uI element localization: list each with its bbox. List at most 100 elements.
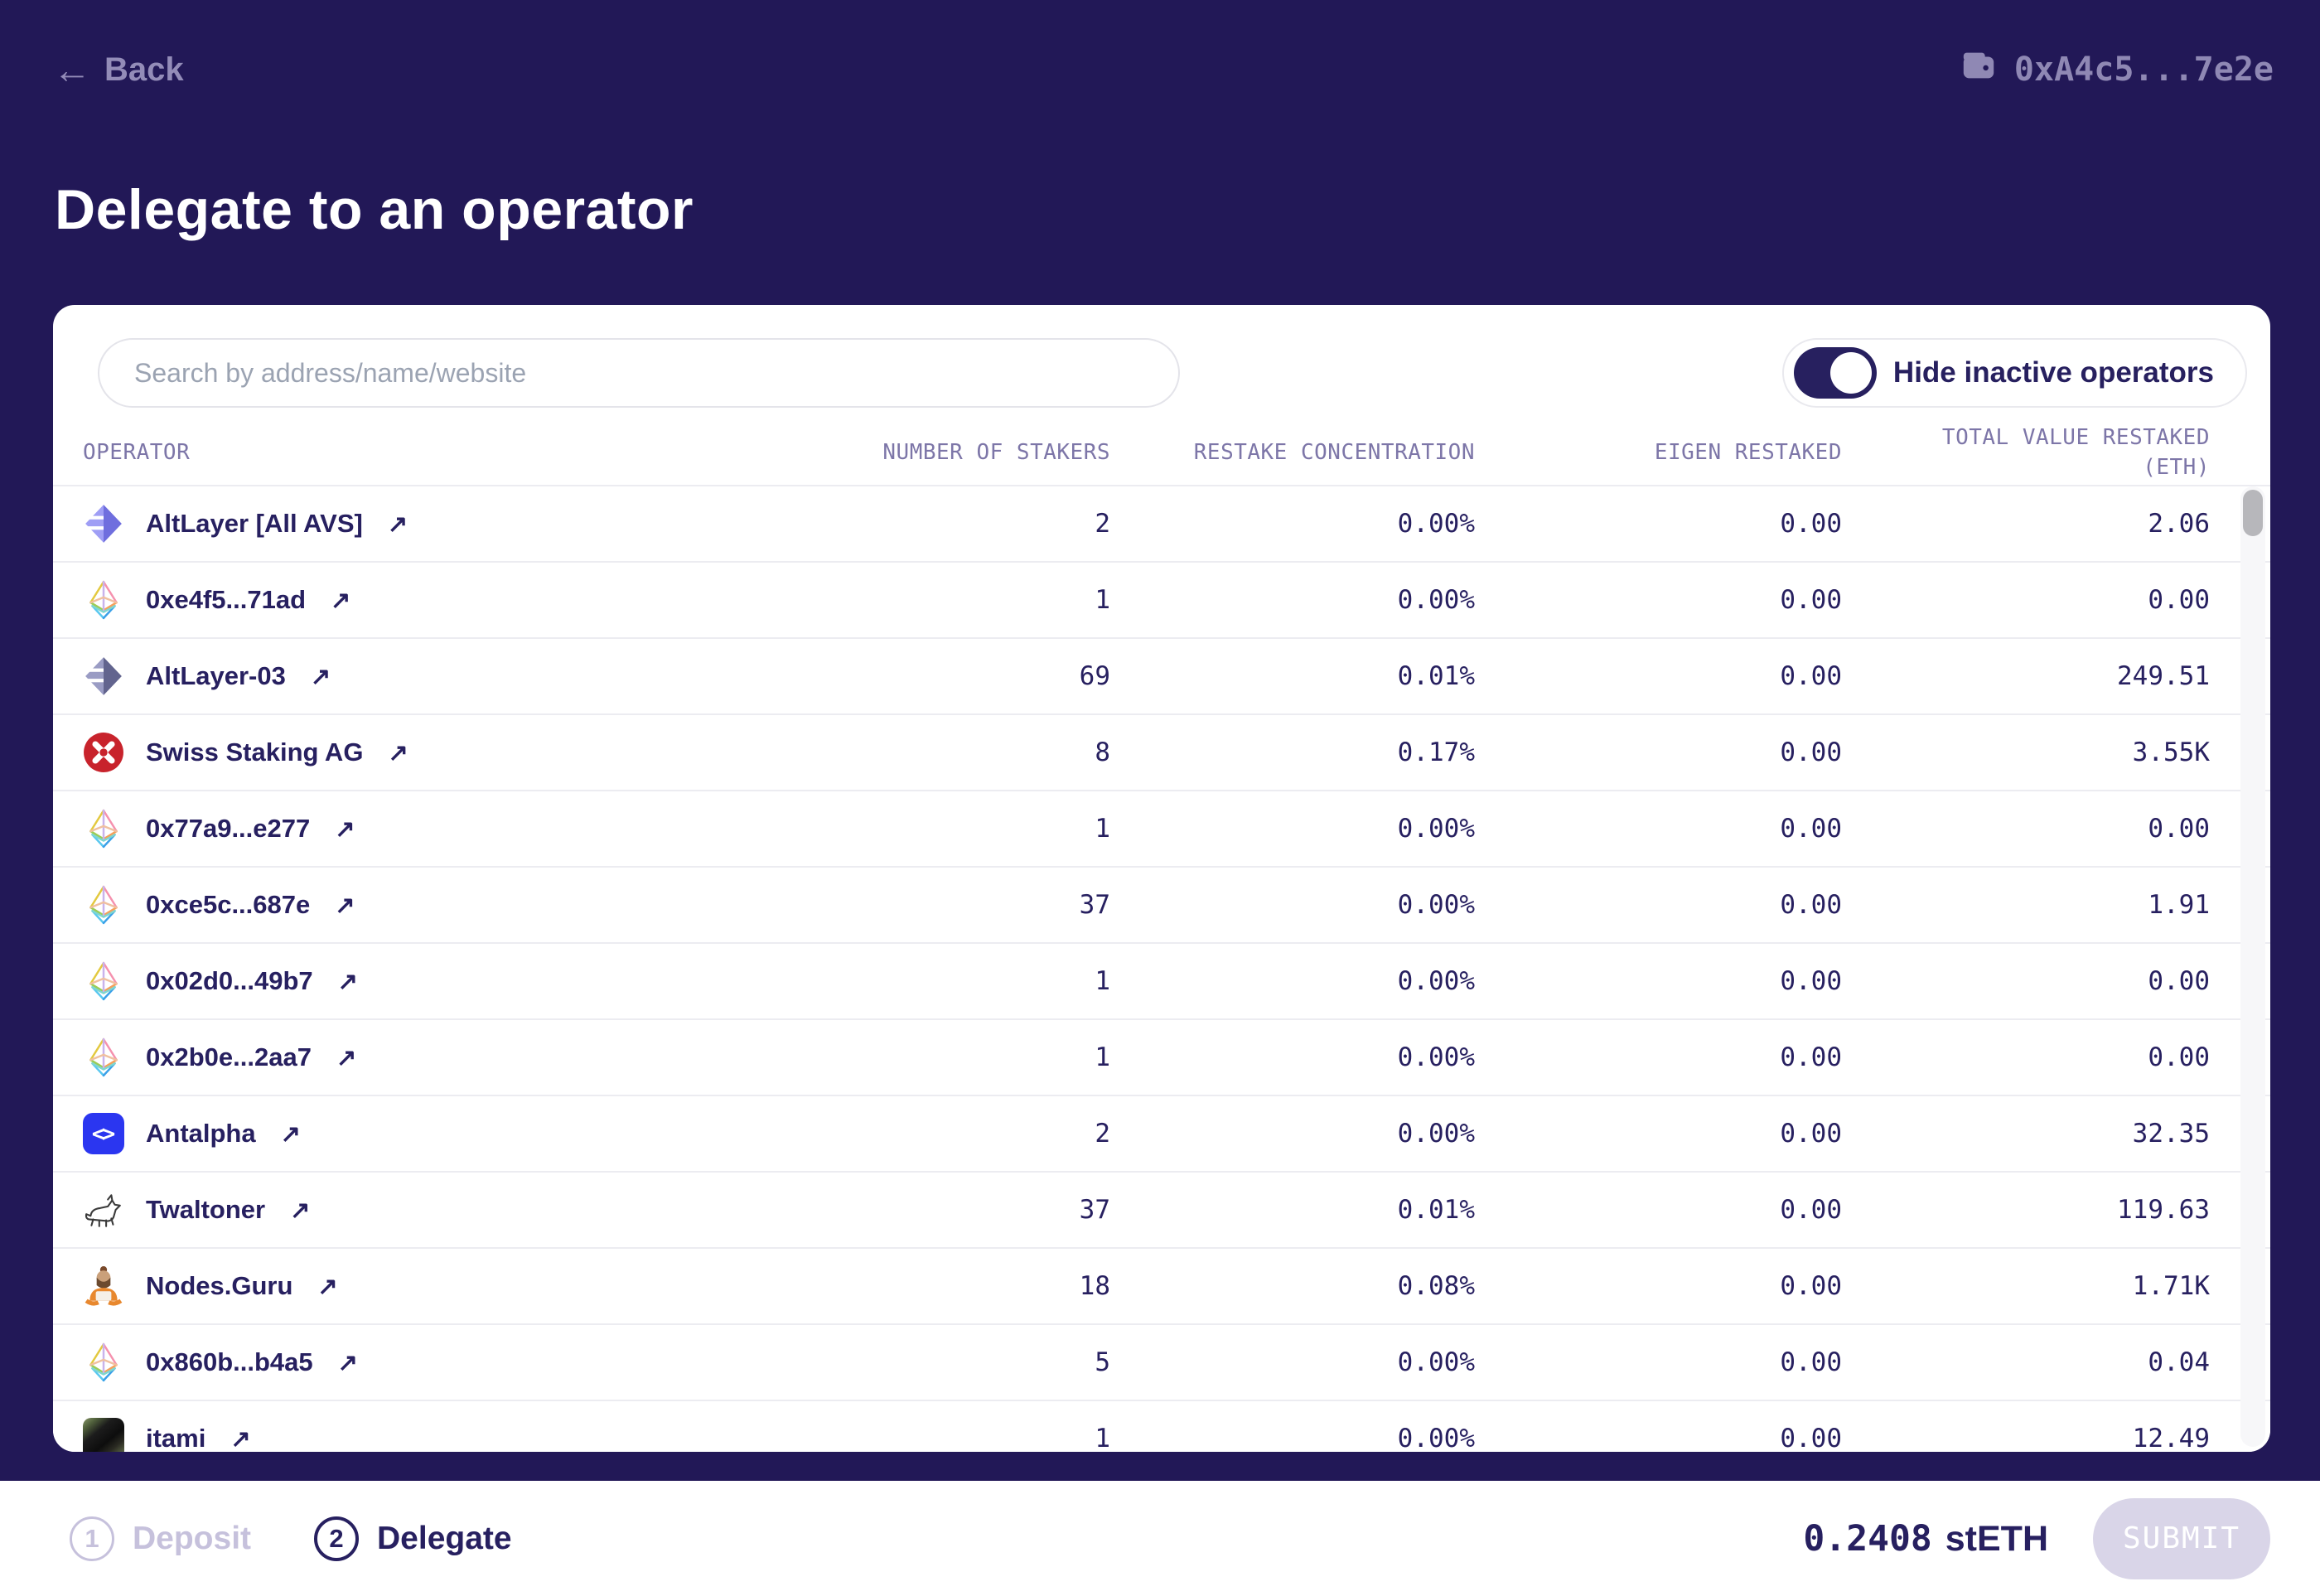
submit-button[interactable]: SUBMIT (2093, 1497, 2270, 1579)
external-link-icon[interactable]: ↗ (335, 892, 355, 919)
wallet-icon (1960, 46, 1998, 93)
operator-icon (83, 1037, 124, 1078)
balance-amount: 0.2408 stETH (1803, 1518, 2048, 1560)
total-value: 1.71K (2132, 1271, 2210, 1301)
eigen-value: 0.00 (1780, 1195, 1842, 1225)
operator-panel: Hide inactive operators OPERATOR NUMBER … (53, 305, 2270, 1452)
back-label: Back (104, 51, 184, 88)
table-row[interactable]: 0x77a9...e277 ↗ 1 0.00% 0.00 0.00 (53, 791, 2270, 868)
operator-icon (83, 884, 124, 926)
total-value: 32.35 (2132, 1119, 2210, 1149)
external-link-icon[interactable]: ↗ (290, 1197, 311, 1224)
step-2-label: Delegate (377, 1520, 512, 1556)
operator-name: 0xe4f5...71ad (146, 585, 307, 614)
eigen-value: 0.00 (1780, 966, 1842, 996)
search-input[interactable] (98, 338, 1180, 408)
operator-icon (83, 1418, 124, 1452)
step-deposit[interactable]: 1 Deposit (70, 1516, 251, 1561)
operator-icon (83, 1189, 124, 1231)
concentration-value: 0.17% (1397, 738, 1475, 767)
operator-name: Antalpha (146, 1119, 256, 1148)
total-value: 0.00 (2148, 1042, 2210, 1072)
toggle-label: Hide inactive operators (1892, 356, 2214, 389)
table-row[interactable]: 0x02d0...49b7 ↗ 1 0.00% 0.00 0.00 (53, 944, 2270, 1020)
total-value: 12.49 (2132, 1424, 2210, 1452)
concentration-value: 0.00% (1397, 1119, 1475, 1149)
operator-name: 0x2b0e...2aa7 (146, 1042, 312, 1071)
ethereum-logo-icon (89, 1037, 118, 1077)
external-link-icon[interactable]: ↗ (331, 587, 351, 614)
operator-icon (83, 960, 124, 1002)
back-button[interactable]: ← Back (53, 51, 184, 89)
scrollbar[interactable] (2240, 486, 2265, 1447)
operator-icon (83, 579, 124, 621)
total-value: 0.00 (2148, 814, 2210, 844)
table-row[interactable]: Swiss Staking AG ↗ 8 0.17% 0.00 3.55K (53, 715, 2270, 791)
toggle-switch[interactable] (1793, 347, 1877, 399)
guru-avatar-icon (85, 1266, 123, 1306)
table-row[interactable]: AltLayer-03 ↗ 69 0.01% 0.00 249.51 (53, 639, 2270, 715)
ethereum-logo-icon (89, 580, 118, 620)
concentration-value: 0.01% (1397, 661, 1475, 691)
table-row[interactable]: 0xce5c...687e ↗ 37 0.00% 0.00 1.91 (53, 868, 2270, 944)
external-link-icon[interactable]: ↗ (280, 1120, 301, 1148)
external-link-icon[interactable]: ↗ (337, 1349, 358, 1376)
table-row[interactable]: 0xe4f5...71ad ↗ 1 0.00% 0.00 0.00 (53, 563, 2270, 639)
eigen-value: 0.00 (1780, 890, 1842, 920)
table-row[interactable]: 0x860b...b4a5 ↗ 5 0.00% 0.00 0.04 (53, 1325, 2270, 1401)
stakers-value: 37 (1079, 1195, 1110, 1225)
eigen-value: 0.00 (1780, 1271, 1842, 1301)
external-link-icon[interactable]: ↗ (388, 739, 408, 767)
ethereum-logo-icon (89, 885, 118, 925)
total-value: 0.04 (2148, 1347, 2210, 1377)
stakers-value: 5 (1095, 1347, 1110, 1377)
ethereum-logo-icon (89, 961, 118, 1001)
stakers-value: 1 (1095, 585, 1110, 615)
operator-icon (83, 732, 124, 773)
stakers-value: 37 (1079, 890, 1110, 920)
external-link-icon[interactable]: ↗ (387, 510, 408, 538)
operator-name: itami (146, 1424, 206, 1452)
eigen-value: 0.00 (1780, 1042, 1842, 1072)
external-link-icon[interactable]: ↗ (337, 968, 358, 995)
operator-name: Twaltoner (146, 1195, 266, 1224)
table-row[interactable]: 0x2b0e...2aa7 ↗ 1 0.00% 0.00 0.00 (53, 1020, 2270, 1096)
stakers-value: 1 (1095, 1042, 1110, 1072)
operator-icon (83, 808, 124, 849)
operator-table-body: AltLayer [All AVS] ↗ 2 0.00% 0.00 2.06 0… (53, 485, 2270, 1452)
stakers-value: 1 (1095, 966, 1110, 996)
external-link-icon[interactable]: ↗ (317, 1273, 338, 1300)
balance-value: 0.2408 (1803, 1517, 1932, 1560)
total-value: 0.00 (2148, 966, 2210, 996)
total-value: 3.55K (2132, 738, 2210, 767)
photo-avatar-icon (83, 1418, 124, 1452)
table-row[interactable]: Twaltoner ↗ 37 0.01% 0.00 119.63 (53, 1173, 2270, 1249)
concentration-value: 0.00% (1397, 890, 1475, 920)
external-link-icon[interactable]: ↗ (230, 1425, 251, 1453)
stakers-value: 69 (1079, 661, 1110, 691)
external-link-icon[interactable]: ↗ (335, 815, 355, 843)
table-row[interactable]: <> Antalpha ↗ 2 0.00% 0.00 32.35 (53, 1096, 2270, 1173)
wallet-chip[interactable]: 0xA4c5...7e2e (1960, 46, 2274, 93)
table-row[interactable]: Nodes.Guru ↗ 18 0.08% 0.00 1.71K (53, 1249, 2270, 1325)
operator-name: 0x77a9...e277 (146, 814, 311, 843)
external-link-icon[interactable]: ↗ (336, 1044, 357, 1071)
total-value: 249.51 (2117, 661, 2210, 691)
stakers-value: 1 (1095, 814, 1110, 844)
table-row[interactable]: AltLayer [All AVS] ↗ 2 0.00% 0.00 2.06 (53, 486, 2270, 563)
scrollbar-thumb[interactable] (2243, 490, 2263, 536)
step-1-circle: 1 (70, 1516, 114, 1561)
concentration-value: 0.00% (1397, 1347, 1475, 1377)
step-indicator: 1 Deposit 2 Delegate (70, 1516, 512, 1561)
ethereum-logo-icon (89, 809, 118, 849)
concentration-value: 0.01% (1397, 1195, 1475, 1225)
operator-name: AltLayer-03 (146, 661, 286, 690)
hide-inactive-toggle[interactable]: Hide inactive operators (1781, 338, 2247, 408)
stakers-value: 2 (1095, 1119, 1110, 1149)
step-delegate[interactable]: 2 Delegate (314, 1516, 512, 1561)
altlayer-logo-icon (85, 505, 122, 543)
table-row[interactable]: itami ↗ 1 0.00% 0.00 12.49 (53, 1401, 2270, 1452)
external-link-icon[interactable]: ↗ (310, 663, 331, 690)
concentration-value: 0.00% (1397, 1042, 1475, 1072)
column-header-concentration: RESTAKE CONCENTRATION (1193, 440, 1475, 466)
